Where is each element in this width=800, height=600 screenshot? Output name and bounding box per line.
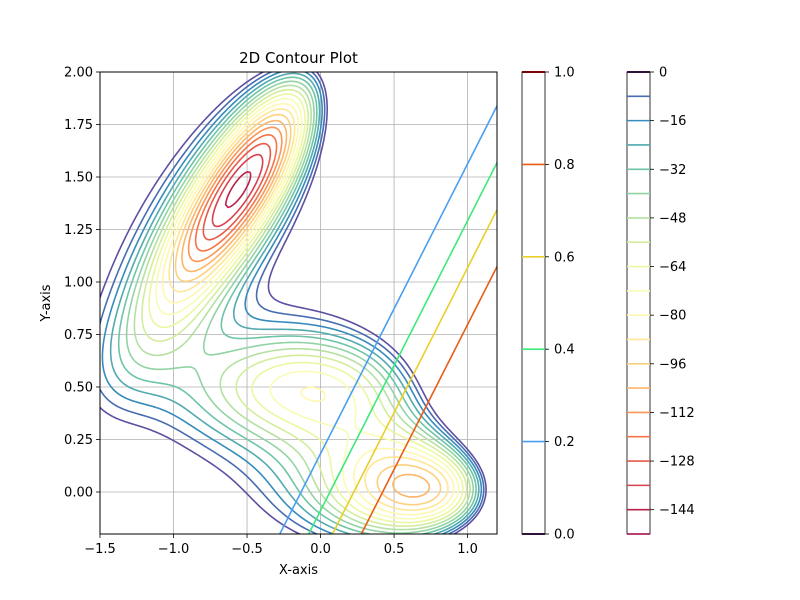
muller-contour-line xyxy=(174,113,442,506)
y-tick-label: 0.75 xyxy=(64,328,93,343)
muller-contour-line xyxy=(141,88,468,527)
muller-contour-line xyxy=(125,80,474,534)
muller-colorbar-tick-label: −48 xyxy=(659,211,686,226)
muller-contour-line xyxy=(101,72,483,534)
sigmoid-colorbar-tick-label: 0.2 xyxy=(554,435,575,450)
muller-contour-line xyxy=(168,108,449,511)
chart-title: 2D Contour Plot xyxy=(239,49,358,67)
muller-colorbar-tick-label: −64 xyxy=(659,260,686,275)
sigmoid-colorbar-tick-label: 0.8 xyxy=(554,158,575,173)
muller-contour-line xyxy=(187,126,283,263)
sigmoid-colorbar-tick-label: 0.6 xyxy=(554,250,575,265)
muller-colorbar-tick-label: −16 xyxy=(659,114,686,129)
y-tick-label: 1.25 xyxy=(64,223,93,238)
muller-contour-line xyxy=(133,84,471,531)
x-tick-label: −1.0 xyxy=(158,542,190,557)
y-axis-label: Y-axis xyxy=(39,284,54,322)
sigmoid-colorbar-tick-label: 0.0 xyxy=(554,528,575,543)
muller-colorbar: 0 −16 −32 −48 −64 −80 −96 −112 −128 −144 xyxy=(626,66,695,535)
x-tick-label: 0.0 xyxy=(310,542,331,557)
sigmoid-colorbar-frame xyxy=(521,71,546,535)
muller-colorbar-tick-label: −144 xyxy=(659,503,695,518)
y-axis-ticks: 0.00 0.25 0.50 0.75 1.00 1.25 1.50 1.75 2.00 xyxy=(64,66,100,501)
y-tick-label: 2.00 xyxy=(64,66,93,81)
y-tick-label: 0.50 xyxy=(64,381,93,396)
sigmoid-contour-lines xyxy=(279,105,497,534)
y-tick-label: 1.50 xyxy=(64,171,93,186)
sigmoid-contour-line xyxy=(279,105,497,534)
muller-colorbar-tick-label: 0 xyxy=(659,66,667,81)
sigmoid-contour-line xyxy=(331,209,497,534)
sigmoid-colorbar: 0.0 0.2 0.4 0.6 0.8 1.0 xyxy=(521,66,575,543)
muller-contour-line xyxy=(224,171,252,209)
muller-contour-line xyxy=(155,97,460,520)
muller-contour-line xyxy=(181,119,431,498)
muller-colorbar-tick-label: −112 xyxy=(659,406,695,421)
plot-frame xyxy=(99,71,498,535)
sigmoid-colorbar-tick-label: 1.0 xyxy=(554,66,575,81)
sigmoid-contour-line xyxy=(360,266,497,534)
muller-colorbar-tick-label: −80 xyxy=(659,309,686,324)
muller-contour-lines xyxy=(100,72,487,534)
muller-colorbar-tick-label: −128 xyxy=(659,455,695,470)
x-tick-label: −1.5 xyxy=(84,542,116,557)
x-tick-label: 0.5 xyxy=(384,542,405,557)
muller-colorbar-frame xyxy=(626,71,651,535)
muller-contour-line xyxy=(194,134,278,252)
y-tick-label: 0.25 xyxy=(64,433,93,448)
muller-contour-line xyxy=(202,142,272,241)
y-tick-label: 1.00 xyxy=(64,276,93,291)
x-tick-label: −0.5 xyxy=(231,542,263,557)
muller-contour-line xyxy=(148,93,464,524)
muller-contour-line xyxy=(161,102,455,516)
y-tick-label: 0.00 xyxy=(64,486,93,501)
x-tick-label: 1.0 xyxy=(457,542,478,557)
sigmoid-colorbar-tick-label: 0.4 xyxy=(554,343,575,358)
sigmoid-contour-line xyxy=(307,162,497,534)
muller-colorbar-tick-label: −32 xyxy=(659,163,686,178)
muller-contour-line xyxy=(109,72,480,534)
x-axis-ticks: −1.5 −1.0 −0.5 0.0 0.5 1.0 xyxy=(84,534,478,557)
x-axis-label: X-axis xyxy=(279,563,318,578)
muller-contour-line xyxy=(211,153,264,228)
y-tick-label: 1.75 xyxy=(64,118,93,133)
muller-colorbar-tick-label: −96 xyxy=(659,357,686,372)
